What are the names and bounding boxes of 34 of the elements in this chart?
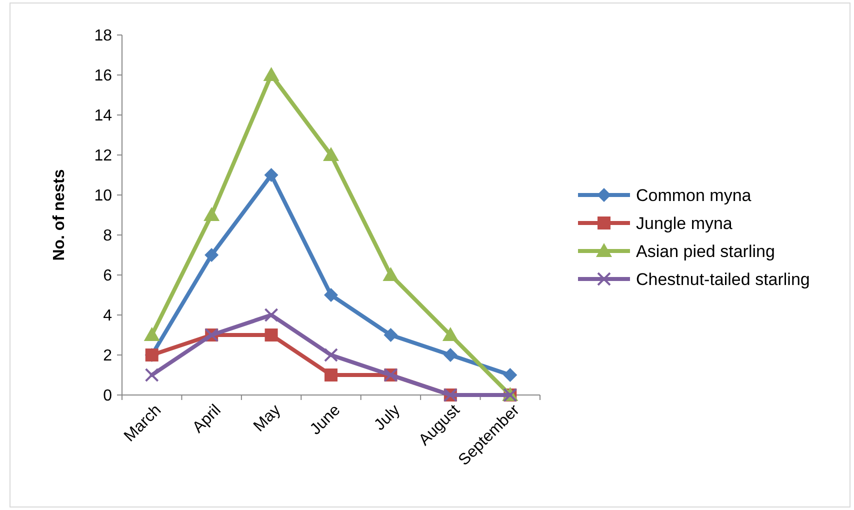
y-tick-label: 12 (94, 148, 112, 165)
point (442, 327, 458, 341)
legend-label: Chestnut-tailed starling (636, 270, 810, 289)
point (264, 328, 278, 342)
point (264, 168, 278, 182)
y-tick-label: 18 (94, 28, 112, 45)
legend-label: Common myna (636, 186, 752, 205)
point (384, 328, 398, 342)
point (264, 308, 278, 322)
point (382, 267, 399, 281)
point (144, 368, 159, 382)
y-tick-label: 14 (94, 108, 112, 125)
point (144, 327, 160, 341)
y-tick-label: 8 (103, 228, 112, 245)
point (323, 147, 339, 161)
point (443, 348, 458, 362)
y-axis-title: No. of nests (51, 169, 68, 261)
y-tick-label: 4 (103, 308, 112, 325)
x-tick-label: May (250, 402, 284, 436)
point (324, 288, 338, 302)
point (204, 207, 220, 221)
point (263, 67, 280, 81)
legend-label: Jungle myna (636, 214, 733, 233)
y-tick-label: 2 (103, 348, 112, 365)
y-tick-label: 0 (103, 388, 112, 405)
y-tick-label: 10 (94, 188, 112, 205)
legend-label: Asian pied starling (636, 242, 775, 261)
y-tick-label: 6 (103, 268, 112, 285)
y-tick-label: 16 (94, 68, 112, 85)
point (324, 368, 338, 382)
point (503, 368, 518, 382)
point (204, 248, 219, 262)
x-tick-label: July (371, 402, 404, 434)
point (324, 348, 338, 362)
